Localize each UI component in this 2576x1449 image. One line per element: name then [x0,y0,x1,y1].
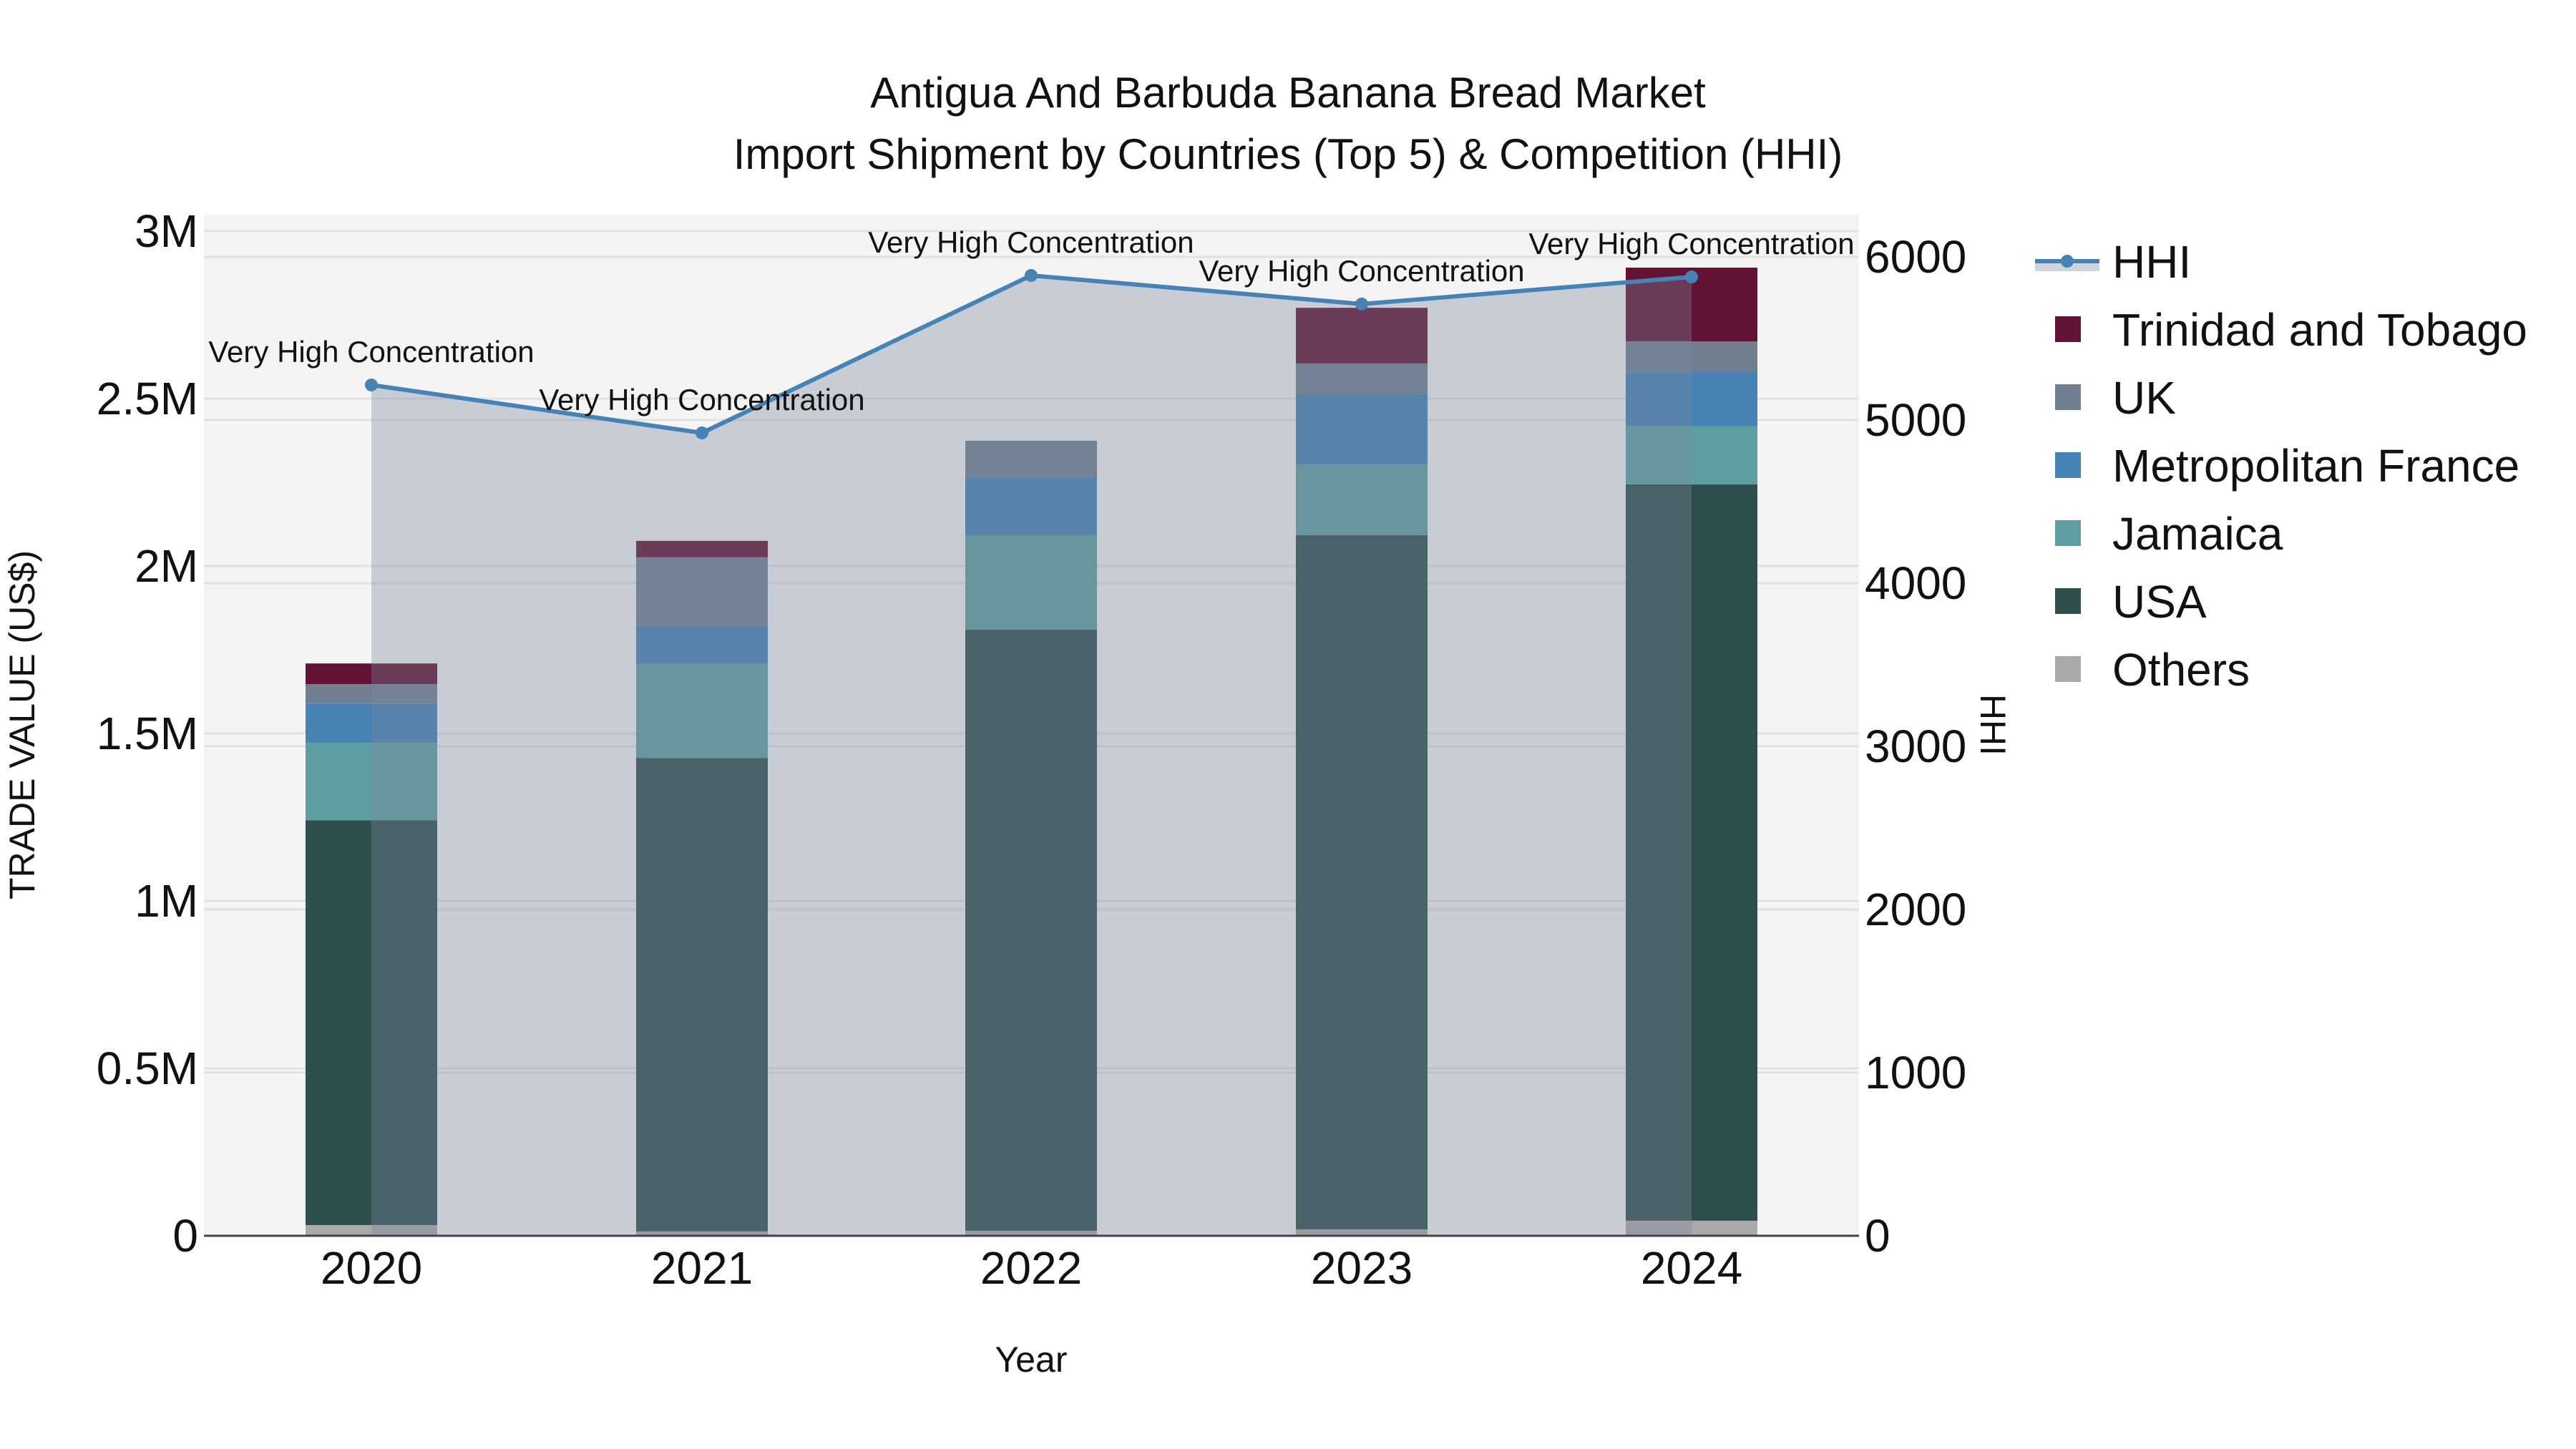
y2-tick-label: 3000 [1865,721,1966,772]
bar-segment-others-2024[interactable] [1626,1220,1757,1236]
bars [306,268,1757,1236]
bar-segment-metropolitan-france-2023[interactable] [1296,394,1428,465]
hhi-marker-2023[interactable] [1355,297,1368,311]
bar-segment-jamaica-2020[interactable] [306,743,437,821]
bar-segment-trinidad-and-tobago-2020[interactable] [306,663,437,685]
legend-label: Metropolitan France [2112,440,2519,492]
x-axis-title: Year [995,1340,1067,1380]
bar-segment-others-2021[interactable] [636,1231,768,1236]
hhi-annotation-2020: Very High Concentration [208,335,534,369]
y2-tick-label: 5000 [1865,394,1966,446]
bar-segment-others-2020[interactable] [306,1225,437,1236]
bar-segment-usa-2020[interactable] [306,820,437,1226]
y-axis-title: TRADE VALUE (US$) [2,550,42,899]
legend-swatch-icon [2055,520,2081,546]
x-tick-label-2024: 2024 [1641,1242,1742,1294]
hhi-line [365,268,1698,440]
x-axis: 2020 2021 2022 2023 2024 [321,1242,1742,1294]
hhi-marker-2024[interactable] [1685,270,1698,284]
bar-segment-metropolitan-france-2021[interactable] [636,625,768,664]
bar-segment-uk-2020[interactable] [306,684,437,704]
legend-label: UK [2112,372,2176,424]
y2-tick-label: 4000 [1865,557,1966,609]
bar-segment-others-2022[interactable] [965,1230,1097,1236]
chart-subtitle: Import Shipment by Countries (Top 5) & C… [733,130,1843,178]
legend-item-metropolitan-france[interactable]: Metropolitan France [2055,440,2519,492]
hhi-marker-2021[interactable] [696,426,708,440]
x-tick-label-2020: 2020 [321,1242,422,1294]
bar-segment-metropolitan-france-2024[interactable] [1626,372,1757,426]
chart-title: Antigua And Barbuda Banana Bread Market [870,69,1706,117]
legend-swatch-icon [2055,384,2081,410]
y2-axis-title: HHI [1973,694,2013,756]
bar-segment-uk-2024[interactable] [1626,341,1757,373]
bar-segment-usa-2022[interactable] [965,629,1097,1231]
legend-item-usa[interactable]: USA [2055,576,2207,628]
hhi-annotation-2021: Very High Concentration [539,383,864,416]
y-tick-label: 1M [135,875,198,927]
legend-label: HHI [2112,236,2191,288]
legend-item-others[interactable]: Others [2055,644,2250,696]
y-tick-label: 3M [135,205,198,257]
bar-segment-jamaica-2024[interactable] [1626,426,1757,484]
y-tick-label: 1.5M [97,708,198,759]
legend: HHI Trinidad and Tobago UK Metropolitan Fra… [2035,236,2527,696]
bar-segment-usa-2023[interactable] [1296,535,1428,1230]
legend-label: Jamaica [2112,508,2283,560]
legend-marker-icon [2061,255,2074,268]
y-tick-label: 0 [172,1210,198,1262]
bar-segment-trinidad-and-tobago-2023[interactable] [1296,308,1428,364]
y2-tick-label: 2000 [1865,884,1966,935]
legend-item-jamaica[interactable]: Jamaica [2055,508,2283,560]
legend-label: USA [2112,576,2207,628]
bar-segment-uk-2022[interactable] [965,440,1097,477]
legend-swatch-icon [2055,452,2081,478]
x-tick-label-2023: 2023 [1311,1242,1413,1294]
hhi-marker-2020[interactable] [365,378,378,391]
bar-segment-jamaica-2023[interactable] [1296,464,1428,535]
bar-segment-trinidad-and-tobago-2021[interactable] [636,540,768,557]
y2-tick-label: 1000 [1865,1047,1966,1098]
bar-segment-metropolitan-france-2022[interactable] [965,477,1097,535]
bar-segment-uk-2021[interactable] [636,557,768,626]
y2-tick-label: 6000 [1865,231,1966,283]
bar-segment-jamaica-2021[interactable] [636,663,768,758]
legend-item-trinidad-and-tobago[interactable]: Trinidad and Tobago [2055,304,2527,356]
hhi-marker-2022[interactable] [1025,268,1038,282]
hhi-area [371,275,1692,1236]
legend-swatch-icon [2055,656,2081,682]
legend-label: Others [2112,644,2250,696]
legend-swatch-icon [2055,588,2081,614]
hhi-area-fill [371,275,1692,1236]
bar-segment-uk-2023[interactable] [1296,363,1428,394]
y-tick-label: 0.5M [97,1043,198,1094]
bar-segment-usa-2024[interactable] [1626,484,1757,1221]
x-tick-label-2021: 2021 [651,1242,753,1294]
y-tick-label: 2M [135,540,198,592]
y-tick-label: 2.5M [97,373,198,424]
y-axis-right: 0 1000 2000 3000 4000 5000 6000 [1865,231,1966,1262]
hhi-annotation-2024: Very High Concentration [1528,227,1854,260]
hhi-annotation-2022: Very High Concentration [868,225,1194,259]
legend-item-uk[interactable]: UK [2055,372,2176,424]
hhi-annotation-2023: Very High Concentration [1199,254,1524,288]
bar-segment-metropolitan-france-2020[interactable] [306,703,437,743]
bar-segment-usa-2021[interactable] [636,758,768,1231]
bar-segment-jamaica-2022[interactable] [965,535,1097,630]
bar-segment-others-2023[interactable] [1296,1229,1428,1236]
legend-swatch-icon [2055,316,2081,342]
x-tick-label-2022: 2022 [980,1242,1082,1294]
y2-tick-label: 0 [1865,1210,1890,1262]
legend-item-hhi[interactable]: HHI [2035,236,2191,288]
y-axis-left: 0 0.5M 1M 1.5M 2M 2.5M 3M [97,205,198,1262]
legend-label: Trinidad and Tobago [2112,304,2527,356]
